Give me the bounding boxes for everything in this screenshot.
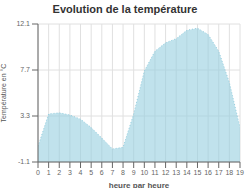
svg-text:14: 14 bbox=[183, 169, 191, 176]
svg-text:6: 6 bbox=[100, 169, 104, 176]
svg-text:19: 19 bbox=[236, 169, 242, 176]
svg-text:2: 2 bbox=[57, 169, 61, 176]
svg-text:13: 13 bbox=[172, 169, 180, 176]
svg-text:10: 10 bbox=[140, 169, 148, 176]
svg-text:17: 17 bbox=[215, 169, 223, 176]
svg-text:3.3: 3.3 bbox=[20, 112, 30, 119]
svg-text:12: 12 bbox=[162, 169, 170, 176]
svg-text:16: 16 bbox=[204, 169, 212, 176]
svg-text:-1.1: -1.1 bbox=[18, 158, 30, 165]
svg-text:0: 0 bbox=[36, 169, 40, 176]
html-text:Evolution de la température: Evolution de la température bbox=[52, 3, 198, 15]
svg-text:11: 11 bbox=[151, 169, 158, 176]
svg-text:12.1: 12.1 bbox=[16, 20, 30, 27]
svg-text:5: 5 bbox=[89, 169, 93, 176]
svg-text:heure par heure: heure par heure bbox=[109, 181, 170, 188]
svg-text:7: 7 bbox=[110, 169, 114, 176]
svg-text:3: 3 bbox=[68, 169, 72, 176]
svg-text:1: 1 bbox=[47, 169, 51, 176]
svg-text:7.7: 7.7 bbox=[20, 66, 30, 73]
svg-text:15: 15 bbox=[194, 169, 202, 176]
svg-text:Température en °C: Température en °C bbox=[8, 64, 9, 123]
svg-text:9: 9 bbox=[132, 169, 136, 176]
svg-text:18: 18 bbox=[225, 169, 233, 176]
svg-text:4: 4 bbox=[79, 169, 83, 176]
svg-text:8: 8 bbox=[121, 169, 125, 176]
